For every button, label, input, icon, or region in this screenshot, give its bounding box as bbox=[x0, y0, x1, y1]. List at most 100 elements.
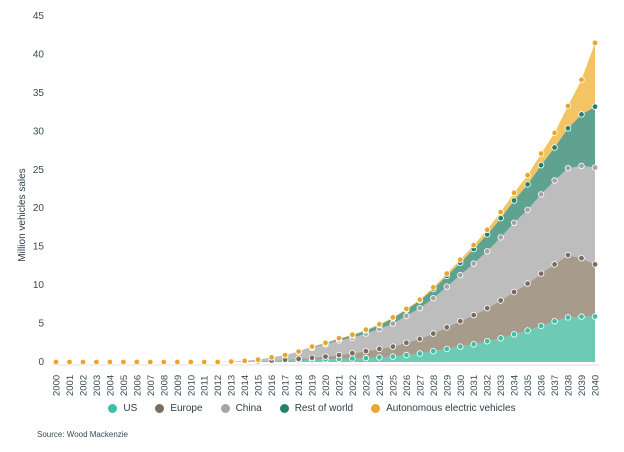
point-autonomous-electric-vehicles bbox=[281, 351, 289, 359]
y-tick-label: 15 bbox=[33, 242, 45, 253]
x-tick-label: 2011 bbox=[200, 376, 211, 396]
legend-item: China bbox=[220, 403, 262, 414]
point-china bbox=[389, 320, 397, 327]
point-autonomous-electric-vehicles bbox=[389, 314, 397, 321]
y-tick-label: 25 bbox=[33, 165, 45, 176]
point-china bbox=[510, 219, 518, 226]
x-tick-label: 2033 bbox=[496, 375, 507, 396]
y-axis-ticks: 0 5 10 15 20 25 30 35 40 45 bbox=[33, 11, 45, 368]
point-autonomous-electric-vehicles bbox=[349, 331, 356, 338]
point-china bbox=[564, 164, 572, 172]
x-tick-label: 2028 bbox=[429, 375, 440, 396]
point-europe bbox=[470, 311, 477, 319]
y-tick-label: 30 bbox=[33, 126, 45, 137]
point-us bbox=[416, 350, 423, 357]
point-autonomous-electric-vehicles bbox=[214, 358, 221, 366]
legend-item: Rest of world bbox=[279, 403, 353, 414]
area-europe bbox=[56, 255, 595, 362]
point-autonomous-electric-vehicles bbox=[578, 76, 585, 83]
x-tick-label: 2022 bbox=[348, 375, 359, 396]
legend-swatch-icon bbox=[371, 404, 381, 413]
point-autonomous-electric-vehicles bbox=[403, 305, 410, 313]
y-tick-label: 35 bbox=[33, 88, 45, 99]
point-rest-of-world bbox=[551, 144, 558, 151]
point-europe bbox=[322, 353, 329, 360]
x-tick-label: 2020 bbox=[321, 375, 332, 396]
point-china bbox=[524, 206, 531, 213]
point-autonomous-electric-vehicles bbox=[308, 343, 316, 350]
point-us bbox=[510, 331, 518, 338]
point-us bbox=[349, 355, 356, 362]
point-china bbox=[403, 312, 410, 320]
x-tick-label: 2038 bbox=[564, 375, 575, 396]
point-china bbox=[457, 271, 464, 279]
point-us bbox=[403, 351, 410, 359]
point-europe bbox=[362, 348, 370, 355]
y-tick-label: 45 bbox=[33, 11, 45, 22]
point-rest-of-world bbox=[578, 111, 585, 118]
x-tick-label: 2026 bbox=[402, 375, 413, 396]
legend-label: US bbox=[123, 403, 138, 414]
point-china bbox=[430, 295, 437, 302]
point-europe bbox=[457, 318, 464, 325]
point-autonomous-electric-vehicles bbox=[254, 356, 262, 363]
x-tick-label: 2039 bbox=[577, 375, 588, 396]
point-rest-of-world bbox=[537, 161, 545, 169]
point-china bbox=[416, 305, 423, 312]
point-europe bbox=[591, 261, 599, 268]
y-tick-label: 0 bbox=[38, 357, 44, 368]
point-autonomous-electric-vehicles bbox=[416, 296, 423, 303]
point-europe bbox=[578, 255, 585, 262]
point-autonomous-electric-vehicles bbox=[187, 358, 194, 366]
x-axis-ticks: 2000 2001 2002 2003 2004 2005 2006 2007 2008 2009… bbox=[52, 375, 602, 396]
legend-item: Autonomous electric vehicles bbox=[371, 403, 516, 414]
x-tick-label: 2018 bbox=[294, 375, 305, 396]
point-us bbox=[376, 354, 383, 361]
x-tick-label: 2014 bbox=[240, 375, 251, 396]
x-tick-label: 2009 bbox=[173, 375, 184, 396]
x-tick-label: 2019 bbox=[308, 375, 319, 396]
point-europe bbox=[308, 354, 316, 361]
point-china bbox=[578, 162, 585, 170]
x-tick-label: 2013 bbox=[227, 375, 238, 396]
point-us bbox=[524, 327, 531, 334]
legend-item: US bbox=[108, 403, 137, 414]
point-autonomous-electric-vehicles bbox=[268, 354, 275, 361]
legend-swatch-icon bbox=[155, 404, 165, 413]
x-tick-label: 2004 bbox=[105, 375, 116, 396]
point-china bbox=[470, 260, 477, 267]
point-autonomous-electric-vehicles bbox=[120, 358, 127, 366]
x-tick-label: 2031 bbox=[469, 375, 480, 396]
point-rest-of-world bbox=[510, 197, 518, 204]
legend-swatch-icon bbox=[279, 404, 289, 413]
point-autonomous-electric-vehicles bbox=[106, 358, 114, 366]
x-tick-label: 2024 bbox=[375, 375, 386, 396]
point-autonomous-electric-vehicles bbox=[484, 226, 491, 233]
area-us bbox=[56, 316, 595, 362]
x-tick-label: 2036 bbox=[537, 375, 548, 396]
area-china bbox=[56, 165, 595, 362]
x-tick-label: 2000 bbox=[52, 375, 63, 396]
point-autonomous-electric-vehicles bbox=[497, 208, 504, 216]
point-europe bbox=[416, 335, 423, 343]
y-axis-title: Million vehicles sales bbox=[17, 168, 28, 261]
legend-label: Europe bbox=[170, 403, 203, 414]
point-europe bbox=[497, 297, 504, 304]
point-autonomous-electric-vehicles bbox=[591, 39, 599, 47]
point-autonomous-electric-vehicles bbox=[510, 189, 518, 196]
x-tick-label: 2034 bbox=[510, 375, 521, 396]
x-tick-label: 2021 bbox=[334, 375, 345, 396]
point-europe bbox=[403, 339, 410, 346]
y-tick-label: 5 bbox=[38, 319, 44, 330]
x-tick-label: 2003 bbox=[92, 375, 103, 396]
point-autonomous-electric-vehicles bbox=[430, 284, 437, 291]
point-europe bbox=[524, 280, 531, 287]
source-note: Source: Wood Mackenzie bbox=[37, 430, 129, 439]
point-us bbox=[497, 335, 504, 342]
point-rest-of-world bbox=[497, 214, 504, 222]
point-autonomous-electric-vehicles bbox=[470, 241, 477, 249]
x-tick-label: 2035 bbox=[523, 375, 534, 396]
legend-swatch-icon bbox=[108, 404, 118, 413]
point-us bbox=[551, 318, 558, 325]
